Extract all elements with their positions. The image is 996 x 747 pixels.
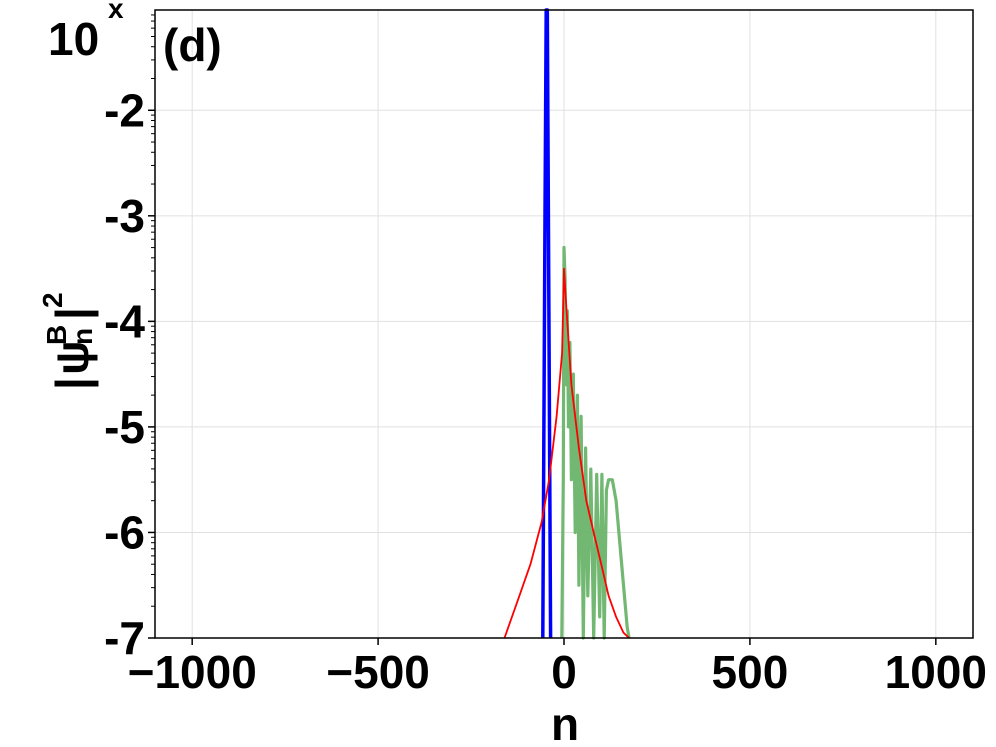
tick-labels: −1000 −500 0 500 1000 -7 -6 -5 -4 -3 -2 xyxy=(104,84,987,698)
y-axis-label: | ψ B n | 2 xyxy=(37,292,98,390)
series-line-1 xyxy=(503,267,630,639)
x-tick-label: 1000 xyxy=(885,646,987,698)
svg-text:2: 2 xyxy=(37,292,68,308)
y-tick-label: -7 xyxy=(104,612,145,664)
y-tick-label: -2 xyxy=(104,84,145,136)
y-exponent-power: x xyxy=(108,0,124,24)
y-tick-label: -4 xyxy=(104,295,145,347)
x-tick-label: −500 xyxy=(326,646,430,698)
panel-label: (d) xyxy=(163,19,222,71)
x-axis-label: n xyxy=(551,698,579,747)
y-tick-label: -5 xyxy=(104,401,145,453)
y-exponent-base: 10 xyxy=(48,13,99,65)
x-tick-label: −1000 xyxy=(128,646,257,698)
x-tick-label: 500 xyxy=(712,646,789,698)
svg-text:ψ: ψ xyxy=(46,340,98,375)
svg-text:B: B xyxy=(41,325,72,345)
y-tick-label: -6 xyxy=(104,506,145,558)
x-tick-label: 0 xyxy=(551,646,577,698)
svg-text:|: | xyxy=(46,307,98,320)
ticks xyxy=(148,14,937,645)
y-tick-label: -3 xyxy=(104,190,145,242)
svg-text:n: n xyxy=(67,328,98,345)
svg-text:|: | xyxy=(46,377,98,390)
